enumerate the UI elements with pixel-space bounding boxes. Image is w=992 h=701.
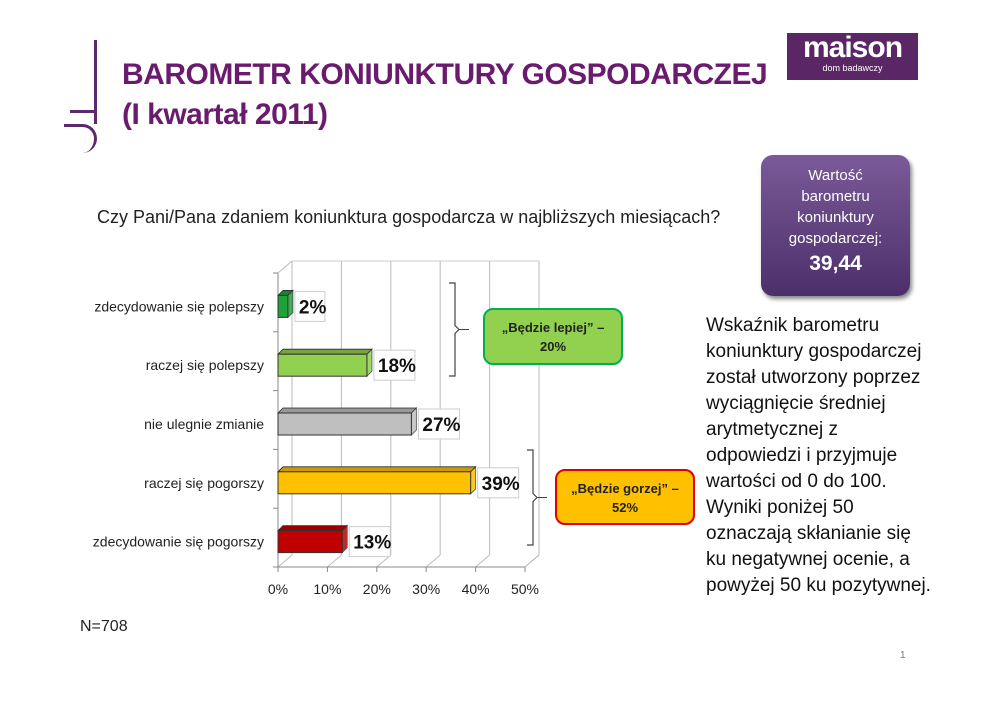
x-tick-label: 10% [313, 581, 341, 597]
brace [527, 449, 538, 546]
data-label: 13% [353, 533, 391, 554]
bar-top [277, 348, 373, 355]
data-label-box [373, 349, 416, 381]
data-label: 18% [378, 356, 416, 377]
decorative-curve [64, 124, 97, 153]
floor-edge [524, 554, 540, 568]
title-line-1: BAROMETR KONIUNKTURY GOSPODARCZEJ [122, 58, 768, 91]
barometer-value-box: Wartość barometru koniunktury gospodarcz… [761, 155, 910, 296]
side-wall-top [277, 260, 293, 274]
data-label-box [477, 467, 520, 499]
barometer-label: Wartość [808, 167, 863, 184]
bar [277, 530, 343, 554]
slide-title: BAROMETR KONIUNKTURY GOSPODARCZEJ (I kwa… [122, 55, 768, 135]
data-label: 39% [482, 474, 520, 495]
data-label-box [294, 290, 326, 322]
annotation-text: 52% [612, 500, 638, 515]
page-number: 1 [900, 650, 906, 661]
decorative-line [70, 110, 94, 113]
x-tick-label: 0% [268, 581, 288, 597]
logo-name: maison [802, 31, 903, 64]
bar [277, 471, 472, 495]
bar [277, 353, 368, 377]
floor-gridline [327, 554, 342, 568]
annotation-box [555, 469, 695, 525]
description-text: Wskaźnik barometru koniunktury gospodarc… [706, 315, 931, 596]
annotation-box [483, 308, 623, 365]
title-line-2: (I kwartał 2011) [122, 98, 328, 131]
x-tick-label: 20% [363, 581, 391, 597]
bar [277, 294, 289, 318]
bar-top [277, 525, 349, 531]
category-label: raczej się polepszy [146, 357, 264, 373]
logo-tagline: dom badawczy [822, 63, 883, 73]
maison-logo: maison dom badawczy [787, 33, 918, 80]
annotation-text: 20% [540, 339, 566, 354]
annotation-text: „Będzie gorzej” – [571, 481, 679, 496]
data-label: 27% [422, 415, 460, 436]
bar-side [366, 348, 373, 378]
x-tick-label: 40% [462, 581, 490, 597]
decorative-line [94, 40, 97, 124]
category-label: zdecydowanie się polepszy [94, 298, 264, 314]
bar [277, 412, 412, 436]
floor-gridline [475, 554, 490, 568]
brace [449, 282, 460, 377]
category-label: zdecydowanie się pogorszy [93, 534, 264, 550]
bar-side [341, 524, 348, 554]
barometer-label: koniunktury [797, 209, 874, 226]
floor-gridline [277, 554, 293, 568]
annotation-text: „Będzie lepiej” – [502, 320, 605, 335]
category-label: raczej się pogorszy [144, 475, 264, 491]
barometer-value: 39,44 [809, 252, 862, 275]
x-tick-label: 30% [412, 581, 440, 597]
bar-side [410, 407, 417, 436]
data-label-box [348, 526, 391, 558]
x-tick-label: 50% [511, 581, 539, 597]
barometer-label: barometru [801, 188, 870, 205]
barometer-label: gospodarczej: [788, 230, 883, 247]
sample-size: N=708 [80, 618, 128, 635]
category-label: nie ulegnie zmianie [144, 416, 264, 432]
bar-side [287, 289, 294, 319]
data-label: 2% [299, 297, 327, 318]
bar-top [277, 407, 418, 414]
bar-side [470, 465, 477, 495]
bar-top [277, 466, 477, 473]
data-label-box [417, 408, 460, 440]
survey-question: Czy Pani/Pana zdaniem koniunktura gospod… [97, 207, 721, 227]
floor-gridline [425, 554, 441, 568]
